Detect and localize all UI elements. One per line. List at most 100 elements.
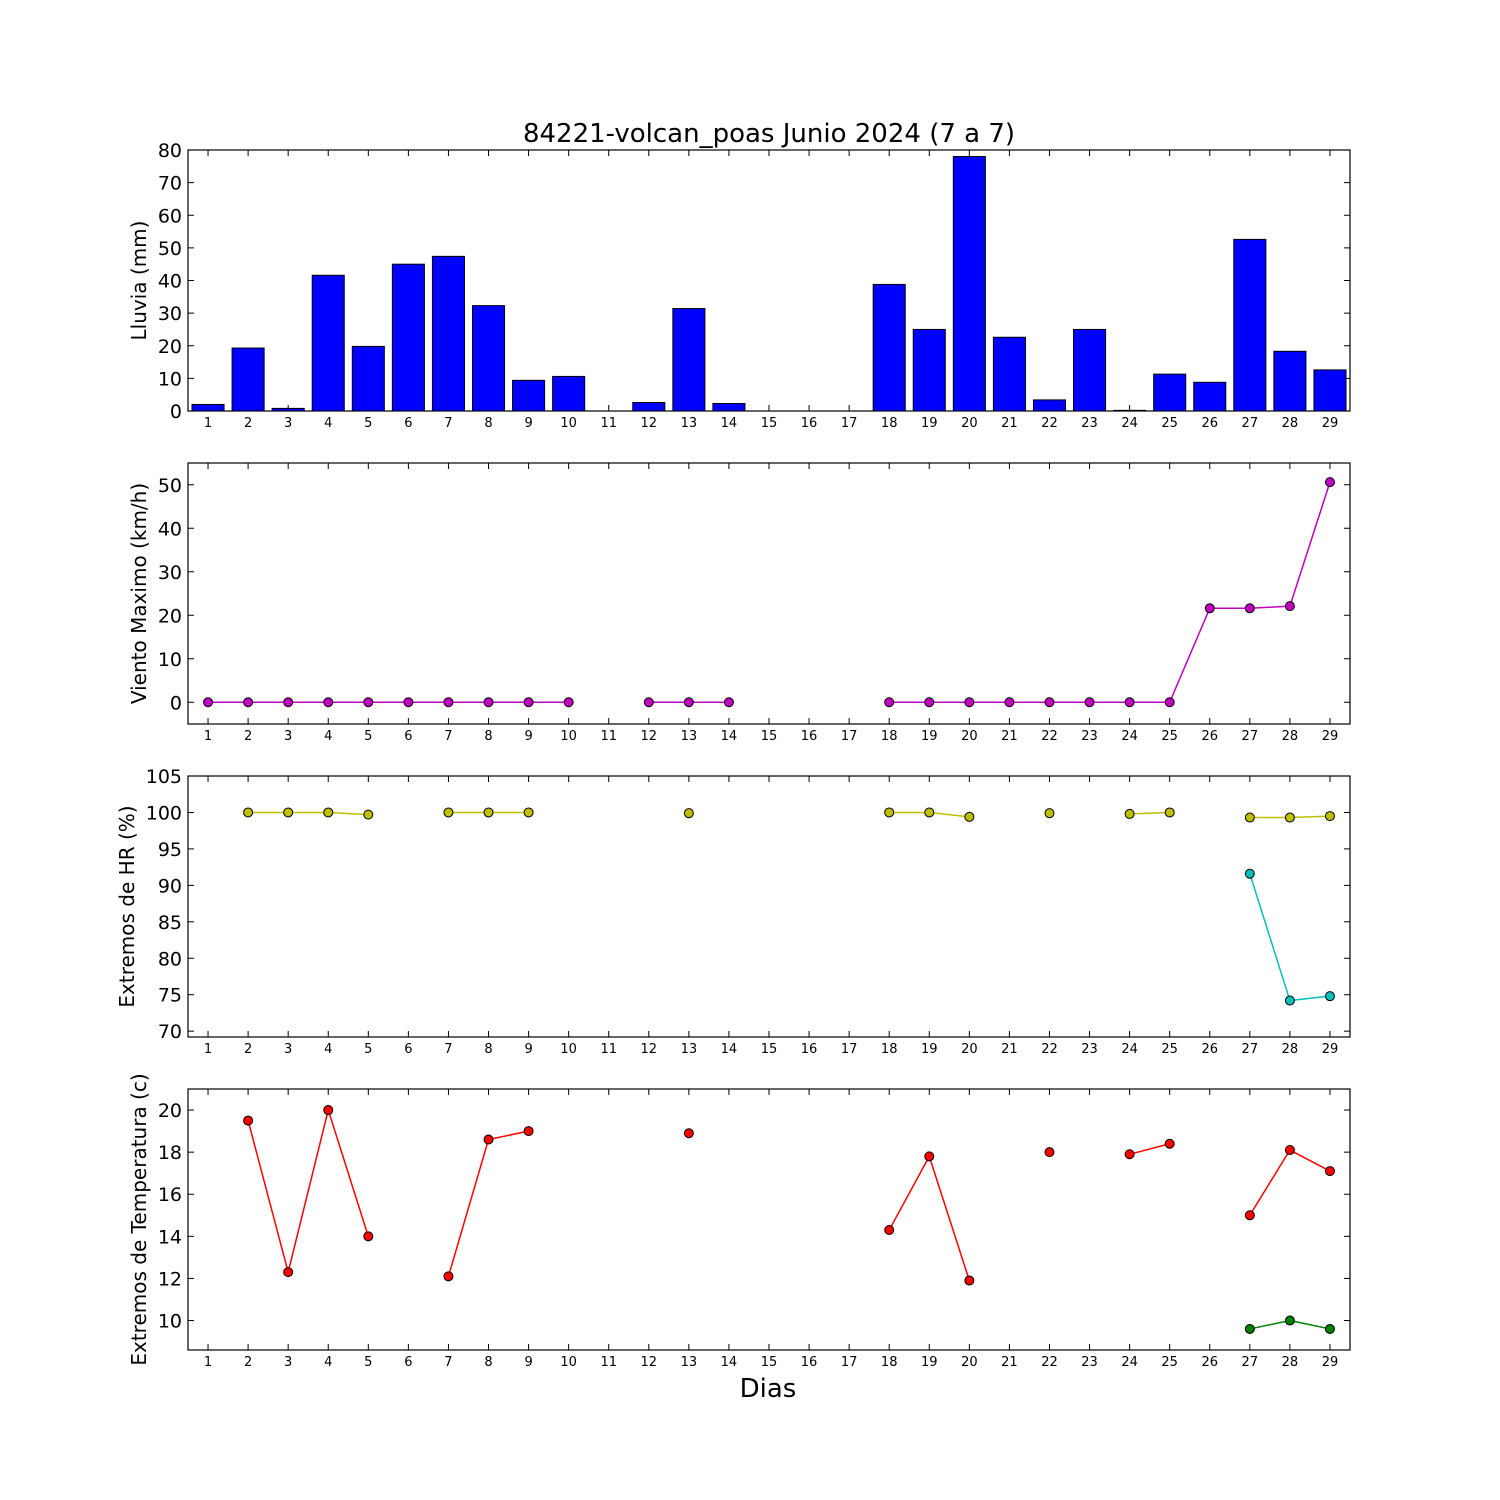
x-tick-label: 5 [364, 1042, 372, 1057]
x-tick-label: 5 [364, 416, 372, 431]
x-tick-label: 17 [841, 729, 858, 744]
series-segment [328, 811, 369, 816]
y-tick-label: 10 [158, 649, 182, 671]
x-tick-label: 9 [524, 1355, 532, 1370]
x-tick-label: 9 [524, 729, 532, 744]
bar [231, 347, 265, 412]
bar [1273, 350, 1307, 412]
series-1 [243, 1105, 1335, 1286]
data-point [1124, 1149, 1135, 1160]
series-segment [1249, 605, 1290, 610]
y-tick-label: 16 [158, 1184, 182, 1206]
data-point [363, 697, 374, 708]
bar [712, 402, 746, 412]
x-tick-label: 21 [1001, 1042, 1018, 1057]
series-segment [287, 1109, 329, 1273]
chart-title: 84221-volcan_poas Junio 2024 (7 a 7) [523, 119, 1015, 149]
y-tick-label: 0 [170, 692, 182, 714]
x-tick-label: 24 [1121, 729, 1138, 744]
x-tick-label: 22 [1041, 729, 1058, 744]
data-point [1324, 811, 1335, 822]
x-tick-label: 23 [1081, 729, 1098, 744]
x-tick-label: 17 [841, 1042, 858, 1057]
x-tick-label: 16 [801, 416, 818, 431]
data-point [964, 1275, 975, 1286]
bar [872, 283, 906, 412]
y-tick-label: 70 [158, 1021, 182, 1043]
x-tick-label: 9 [524, 1042, 532, 1057]
data-point [723, 697, 734, 708]
x-tick-label: 10 [560, 1355, 577, 1370]
x-tick-label: 4 [324, 416, 332, 431]
y-tick-label: 90 [158, 875, 182, 897]
data-point [884, 697, 895, 708]
series-2 [1244, 1315, 1335, 1334]
data-point [964, 811, 975, 822]
data-point [1044, 1147, 1055, 1158]
x-tick-label: 14 [721, 1042, 738, 1057]
bar [1193, 381, 1227, 412]
x-tick-label: 20 [961, 729, 978, 744]
data-point [243, 697, 254, 708]
data-point [1244, 868, 1255, 879]
x-tick-label: 29 [1322, 1042, 1339, 1057]
data-point [1284, 601, 1295, 612]
x-tick-label: 2 [244, 729, 252, 744]
x-tick-label: 15 [761, 729, 778, 744]
series-segment [1129, 811, 1170, 815]
x-tick-label: 19 [921, 729, 938, 744]
x-tick-label: 23 [1081, 1042, 1098, 1057]
x-tick-label: 18 [881, 1042, 898, 1057]
y-axis-label: Extremos de Temperatura (c) [127, 1073, 151, 1365]
series-segment [247, 1120, 289, 1273]
y-tick-label: 40 [158, 518, 182, 540]
data-point [1244, 603, 1255, 614]
x-tick-label: 28 [1282, 729, 1299, 744]
bar [992, 336, 1026, 412]
data-point [1124, 808, 1135, 819]
x-tick-label: 13 [681, 1042, 698, 1057]
data-point [483, 697, 494, 708]
bar [471, 305, 506, 412]
data-point [1244, 1323, 1255, 1334]
y-tick-label: 40 [158, 271, 182, 293]
x-tick-label: 23 [1081, 1355, 1098, 1370]
data-point [323, 1105, 334, 1116]
data-point [323, 697, 334, 708]
bar [1113, 409, 1147, 412]
data-point [523, 1126, 534, 1137]
data-point [1324, 477, 1335, 488]
y-axis-label: Extremos de HR (%) [115, 805, 139, 1007]
x-tick-label: 13 [681, 729, 698, 744]
x-tick-label: 3 [284, 729, 292, 744]
x-tick-label: 22 [1041, 1042, 1058, 1057]
data-point [443, 697, 454, 708]
data-point [924, 1151, 935, 1162]
y-axis-label: Lluvia (mm) [127, 221, 151, 341]
y-tick-label: 20 [158, 1100, 182, 1122]
y-tick-label: 12 [158, 1268, 182, 1290]
x-tick-label: 2 [244, 416, 252, 431]
x-tick-label: 2 [244, 1042, 252, 1057]
x-tick-label: 25 [1161, 1355, 1178, 1370]
x-tick-label: 12 [641, 416, 658, 431]
data-point [363, 809, 374, 820]
x-tick-label: 22 [1041, 416, 1058, 431]
x-tick-label: 5 [364, 1355, 372, 1370]
x-tick-label: 29 [1322, 1355, 1339, 1370]
x-tick-label: 27 [1242, 416, 1259, 431]
bar [1032, 399, 1067, 412]
x-tick-label: 7 [444, 1042, 452, 1057]
series-1 [243, 807, 1335, 823]
x-tick-label: 7 [444, 729, 452, 744]
x-tick-label: 25 [1161, 416, 1178, 431]
data-point [1044, 697, 1055, 708]
x-tick-label: 25 [1161, 729, 1178, 744]
data-point [884, 1225, 895, 1236]
data-point [243, 807, 254, 818]
x-tick-label: 18 [881, 1355, 898, 1370]
x-tick-label: 3 [284, 1042, 292, 1057]
x-tick-label: 1 [204, 1042, 212, 1057]
